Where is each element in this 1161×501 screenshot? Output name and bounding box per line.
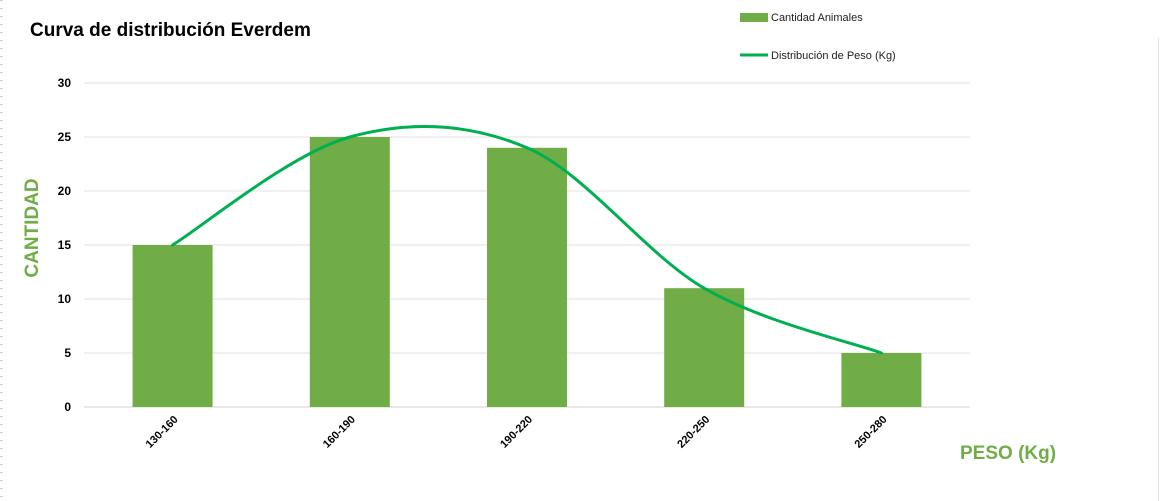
y-tick-label: 0 [64,400,71,414]
chart-title: Curva de distribución Everdem [30,20,311,41]
legend: Cantidad Animales Distribución de Peso (… [740,12,896,62]
right-border-line [1158,38,1159,501]
left-border-dots [0,0,3,501]
y-tick-label: 5 [64,346,71,360]
legend-swatch-bar [740,13,768,22]
bar [664,288,745,407]
distribution-line-path [171,125,883,355]
y-tick-label: 30 [58,76,72,90]
bar [841,353,922,407]
y-axis-title: CANTIDAD [22,178,43,277]
y-tick-label: 25 [58,130,72,144]
bar [487,147,567,408]
legend-label-bar: Cantidad Animales [771,12,863,24]
bars [132,137,922,408]
y-tick-label: 10 [58,292,72,306]
y-tick-labels: 0 5 10 15 20 25 30 [58,76,72,414]
x-tick-label: 190-220 [498,414,535,451]
y-tick-label: 20 [58,184,72,198]
distribution-line [171,125,883,355]
x-axis-title: PESO (Kg) [960,443,1056,464]
bar [132,245,213,407]
x-tick-label: 250-280 [852,414,889,451]
bar [309,137,390,407]
legend-label-line: Distribución de Peso (Kg) [771,50,896,62]
x-tick-label: 220-250 [675,414,712,451]
x-tick-label: 160-190 [321,414,358,451]
y-tick-label: 15 [58,238,72,252]
x-tick-label: 130-160 [144,414,181,451]
x-tick-labels: 130-160 160-190 190-220 220-250 250-280 [144,414,890,451]
